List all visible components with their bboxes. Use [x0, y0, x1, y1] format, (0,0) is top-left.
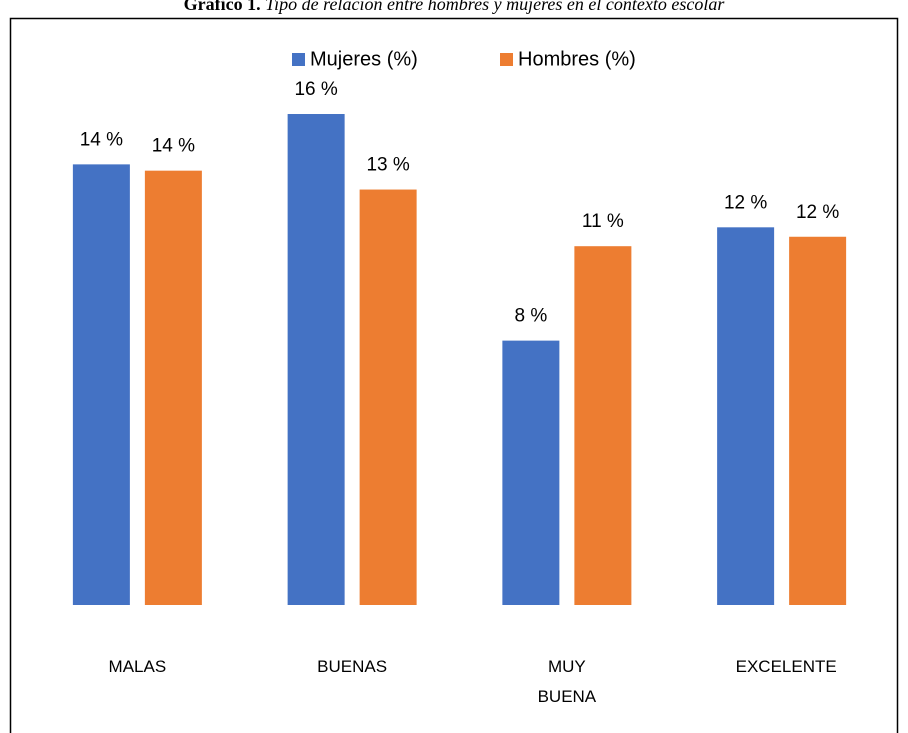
- data-label: 14 %: [80, 129, 123, 150]
- chart-border: [9, 17, 899, 733]
- x-tick-label: BUENAS: [317, 657, 388, 676]
- x-tick-label: MALAS: [108, 657, 167, 676]
- bar: [359, 189, 417, 605]
- legend-swatch: [500, 53, 513, 66]
- legend-swatch: [292, 53, 305, 66]
- data-label: 12 %: [796, 202, 839, 223]
- title-text: Tipo de relación entre hombres y mujeres…: [265, 0, 725, 14]
- bar: [502, 340, 560, 605]
- bar: [574, 246, 632, 605]
- title-label: Gráfico 1.: [184, 0, 261, 14]
- bar: [789, 236, 847, 606]
- bar: [144, 170, 202, 606]
- data-label: 12 %: [724, 192, 767, 213]
- data-label: 8 %: [515, 306, 548, 327]
- bar: [72, 164, 130, 606]
- legend-label: Hombres (%): [518, 48, 636, 70]
- legend-label: Mujeres (%): [310, 48, 418, 70]
- data-label: 11 %: [582, 211, 624, 232]
- bar: [287, 114, 345, 605]
- x-tick-label: EXCELENTE: [735, 657, 837, 676]
- data-label: 16 %: [294, 79, 337, 100]
- chart-title: Gráfico 1. Tipo de relación entre hombre…: [184, 0, 726, 14]
- data-label: 13 %: [366, 155, 409, 176]
- x-tick-label: MUY BUENA: [537, 657, 597, 706]
- data-label: 14 %: [152, 136, 195, 157]
- bar: [717, 227, 775, 605]
